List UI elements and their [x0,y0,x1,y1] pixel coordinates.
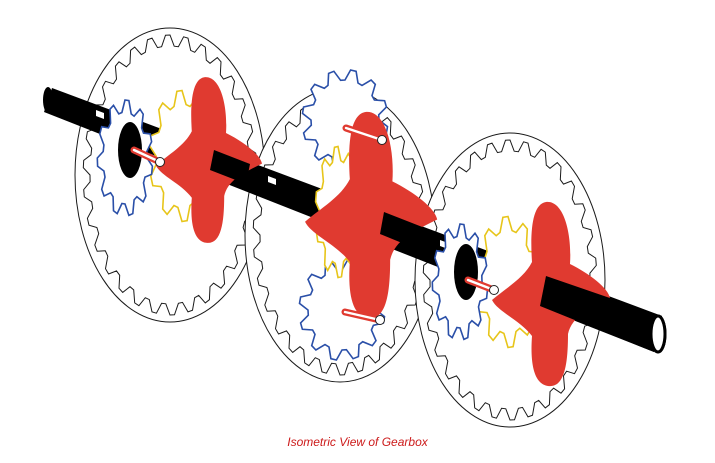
shaft-keyway [96,110,104,119]
middle-layer [43,69,667,361]
carrier-arm-highlight [344,126,384,142]
pin-icon [155,157,165,167]
carrier-icon [305,111,438,319]
shaft-end-left [43,87,53,113]
shaft-segment [380,212,430,252]
figure-caption: Isometric View of Gearbox [287,435,428,449]
pin-icon [375,315,385,325]
shaft-segment [210,150,250,184]
carrier-body [305,111,438,319]
ring-gear-icon [82,34,258,316]
front-layer [210,150,667,387]
carrier-icon [155,77,262,243]
carrier-body [155,77,262,243]
shaft-bore [454,244,478,300]
shaft-keyway [268,176,276,185]
shaft-segment [540,276,662,352]
ring-gear-icon [422,139,598,421]
pin-icon [377,135,387,145]
shaft-end-right [649,314,667,354]
carrier-arm-highlight [343,310,382,322]
pin-icon [489,285,499,295]
shaft-bore [118,122,142,178]
